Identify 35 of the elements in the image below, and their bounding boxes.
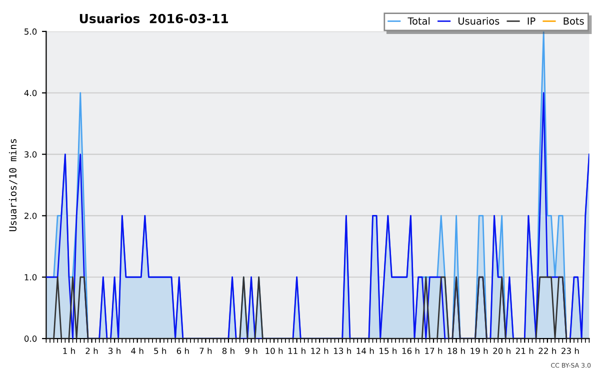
x-tick-label: 2 h <box>86 348 98 354</box>
x-tick-label: 19 h <box>470 348 488 354</box>
x-tick-label: 14 h <box>356 348 374 354</box>
legend-label: IP <box>528 17 536 25</box>
x-tick-label: 16 h <box>402 348 420 354</box>
x-tick-label: 7 h <box>200 348 212 354</box>
x-tick-label: 5 h <box>154 348 166 354</box>
x-tick-label: 4 h <box>131 348 144 354</box>
y-tick-label: 3.0 <box>24 151 37 158</box>
x-tick-label: 17 h <box>425 348 442 354</box>
y-tick-label: 1.0 <box>24 274 37 280</box>
x-tick-label: 11 h <box>288 348 306 354</box>
chart-title: Usuarios 2016-03-11 <box>80 14 228 24</box>
y-tick-label: 4.0 <box>24 90 37 96</box>
y-tick-label: 5.0 <box>24 28 37 35</box>
x-tick-label: 22 h <box>538 348 556 354</box>
x-tick-label: 9 h <box>245 348 258 354</box>
legend-label: Bots <box>564 17 584 25</box>
legend-label: Usuarios <box>458 17 500 25</box>
x-tick-label: 8 h <box>222 348 234 354</box>
legend-label: Total <box>408 17 430 25</box>
x-tick-label: 12 h <box>311 348 328 354</box>
x-tick-label: 18 h <box>448 348 465 354</box>
x-tick-label: 20 h <box>493 348 510 354</box>
x-tick-label: 13 h <box>334 348 351 354</box>
x-tick-label: 23 h <box>562 348 579 354</box>
x-tick-label: 21 h <box>516 348 534 354</box>
x-tick-label: 3 h <box>108 348 120 354</box>
y-tick-label: 2.0 <box>24 212 37 219</box>
x-tick-label: 10 h <box>266 348 283 354</box>
y-tick-label: 0.0 <box>24 336 37 342</box>
x-tick-label: 1 h <box>63 348 75 354</box>
x-tick-label: 15 h <box>380 348 397 354</box>
x-tick-label: 6 h <box>176 348 189 354</box>
y-axis-title: Usuarios/10 mins <box>8 139 18 232</box>
